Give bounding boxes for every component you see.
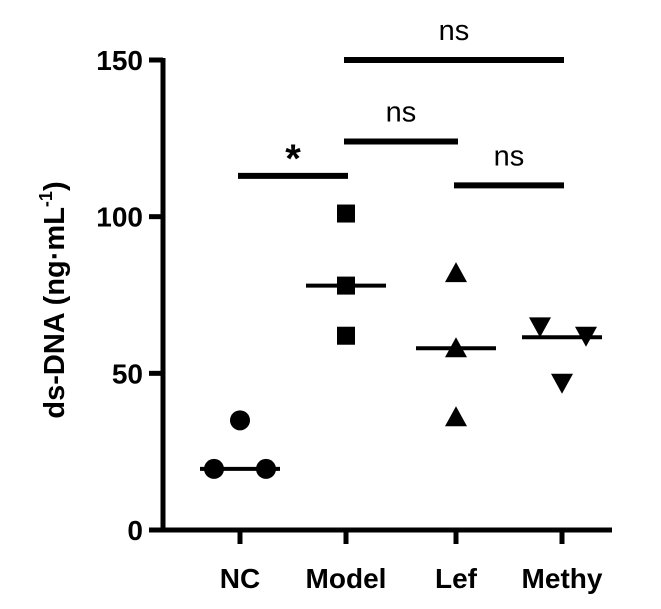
point-methy-3 [551, 373, 573, 394]
y-tick-label-0: 0 [127, 515, 143, 546]
x-tick-label-model: Model [306, 563, 387, 594]
x-tick-label-nc: NC [220, 563, 260, 594]
x-tick-label-lef: Lef [435, 563, 478, 594]
sig-label-nc-model: * [285, 137, 301, 181]
sig-label-model-lef: ns [386, 96, 417, 128]
point-lef-3 [445, 406, 467, 427]
y-tick-label-150: 150 [96, 45, 143, 76]
point-lef-1 [445, 262, 467, 283]
median-lines [200, 283, 602, 471]
x-tick-label-methy: Methy [522, 563, 603, 594]
point-model-3 [337, 326, 355, 345]
y-tick-label-50: 50 [112, 358, 143, 389]
point-nc-1 [230, 410, 250, 431]
point-methy-1 [529, 317, 551, 338]
axes: 0 50 100 150 NC Model Lef Methy [96, 45, 612, 594]
data-points [204, 204, 597, 479]
point-model-1 [337, 204, 355, 223]
y-tick-label-100: 100 [96, 202, 143, 233]
sig-label-lef-methy: ns [494, 140, 525, 172]
y-axis-title: ds-DNA (ng·mL-1) [36, 181, 71, 418]
significance-brackets: * ns ns ns [238, 15, 564, 189]
sig-label-model-methy: ns [439, 15, 470, 47]
